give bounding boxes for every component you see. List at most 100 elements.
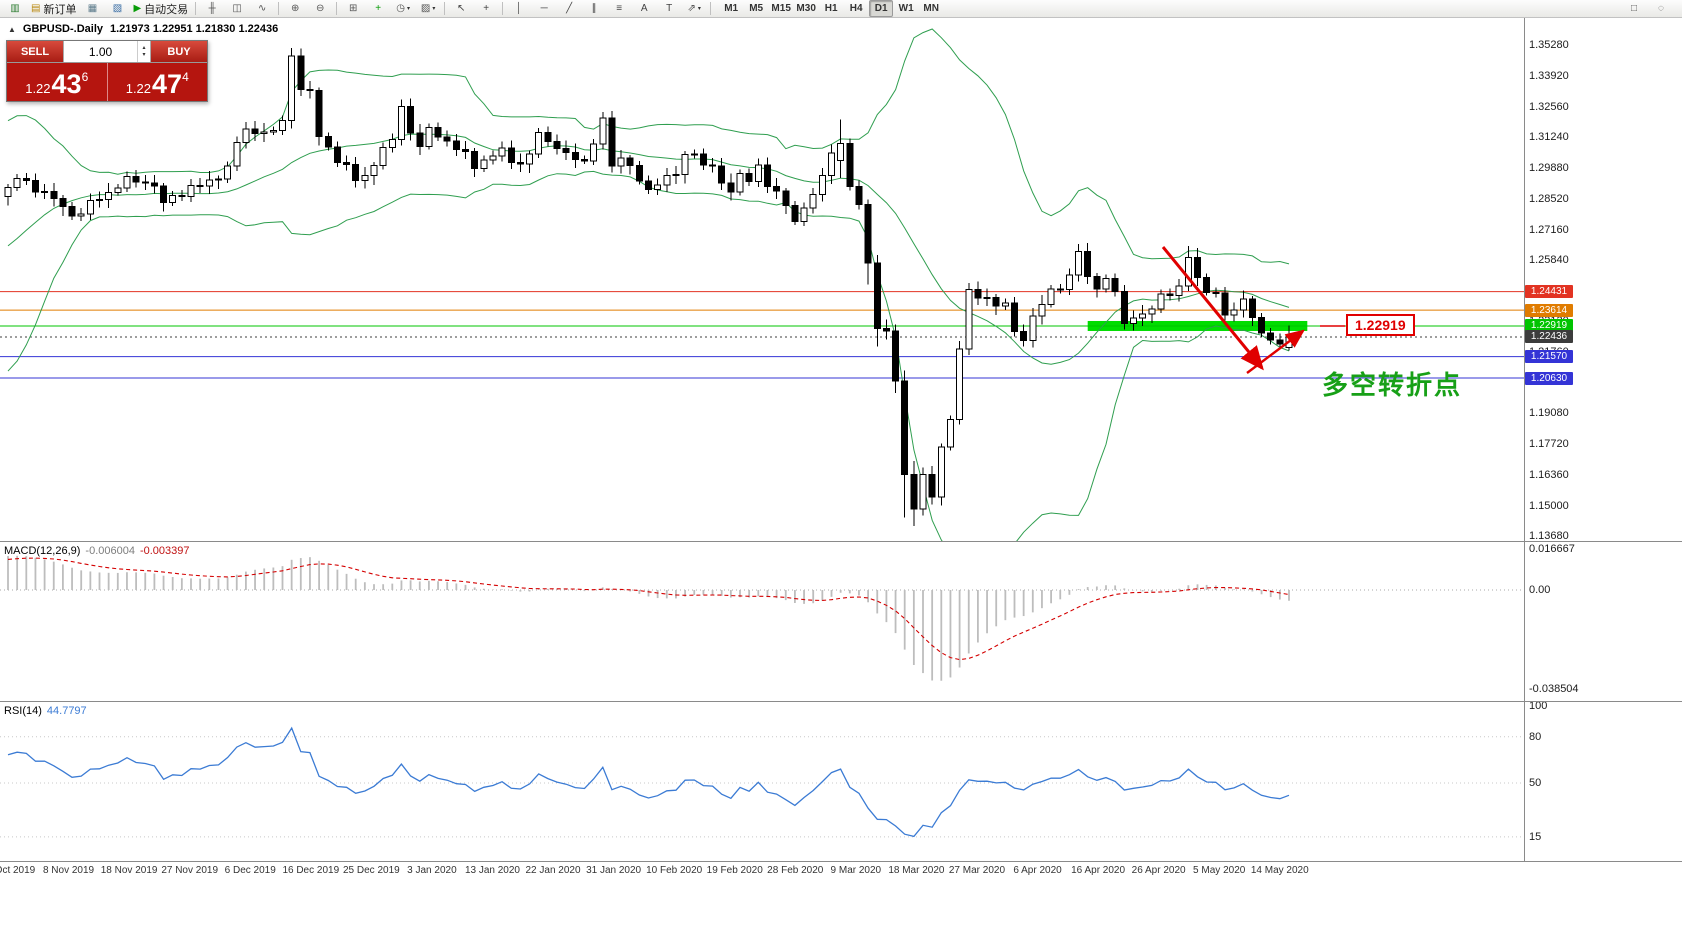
- chart-icon[interactable]: ▥: [3, 0, 27, 18]
- tile-windows-button[interactable]: ⊞: [341, 0, 365, 18]
- macd-axis-label: 0.016667: [1529, 542, 1575, 555]
- new-order-button[interactable]: ▤ 新订单: [28, 0, 79, 18]
- price-gridline-label: 1.28520: [1529, 192, 1569, 205]
- terminal-icon[interactable]: ▧: [105, 0, 129, 18]
- rsi-name: RSI(14): [4, 705, 42, 717]
- zoom-out-button[interactable]: ⊖: [308, 0, 332, 18]
- crosshair-button[interactable]: +: [474, 0, 498, 18]
- search-icon[interactable]: ◌: [1649, 0, 1673, 18]
- trend-arrow[interactable]: [1161, 246, 1264, 371]
- pane-separator[interactable]: [0, 861, 1682, 862]
- fibo-icon: ≡: [616, 2, 623, 14]
- bollinger-middle: [7, 133, 1290, 365]
- label-button[interactable]: T: [657, 0, 681, 18]
- line-chart-type-button[interactable]: ∿: [250, 0, 274, 18]
- volume-value: 1.00: [88, 44, 113, 59]
- zoom-in-button[interactable]: ⊕: [283, 0, 307, 18]
- buy-price[interactable]: 1.22 47 4: [107, 63, 207, 101]
- periods-button[interactable]: ◷ ▾: [391, 0, 415, 18]
- objects-icon: □: [1630, 2, 1638, 14]
- hline-icon: ─: [540, 2, 548, 14]
- rsi-line: [7, 726, 1290, 838]
- chart-symbol-timeframe: GBPUSD-.Daily: [22, 23, 103, 35]
- timeframe-d1[interactable]: D1: [869, 0, 894, 17]
- macd-pane[interactable]: [0, 542, 1524, 701]
- rsi-axis-label: 100: [1529, 700, 1548, 712]
- autotrading-button[interactable]: ▶ 自动交易: [130, 0, 191, 18]
- clock-icon: ◷: [396, 2, 406, 14]
- date-label: 30 Oct 2019: [0, 865, 36, 876]
- template-icon: ▨: [420, 2, 431, 14]
- print-icon[interactable]: ▦: [80, 0, 104, 18]
- timeframe-w1[interactable]: W1: [898, 3, 914, 14]
- sell-price[interactable]: 1.22 43 6: [7, 63, 108, 101]
- date-label: 28 Feb 2020: [767, 865, 824, 876]
- objects-icon[interactable]: □: [1622, 0, 1646, 18]
- turning-point-note[interactable]: 多空转折点: [1322, 371, 1463, 401]
- indicators-button[interactable]: +: [366, 0, 390, 18]
- text-button[interactable]: A: [632, 0, 656, 18]
- price-gridline-label: 1.35280: [1529, 39, 1569, 51]
- sell-button[interactable]: SELL: [7, 41, 63, 62]
- rsi-axis-label: 50: [1529, 777, 1542, 789]
- dropdown-arrow-icon[interactable]: ▾: [407, 6, 411, 12]
- candles-chart-type-button[interactable]: ◫: [225, 0, 249, 18]
- timeframe-mn[interactable]: MN: [923, 3, 939, 14]
- trend-arrow[interactable]: [1246, 329, 1305, 374]
- vertical-line-button[interactable]: │: [507, 0, 531, 18]
- bars-chart-type-button[interactable]: ╫: [200, 0, 224, 18]
- price-gridline-label: 1.31240: [1529, 130, 1569, 143]
- collapse-icon[interactable]: ▲: [8, 24, 16, 34]
- dropdown-arrow-icon[interactable]: ▾: [697, 6, 701, 12]
- price-gridline-label: 1.16360: [1529, 469, 1569, 482]
- templates-button[interactable]: ▨ ▾: [416, 0, 440, 18]
- timeframe-m15[interactable]: M15: [771, 3, 791, 14]
- pane-separator[interactable]: [0, 541, 1682, 542]
- zoomin-icon: ⊕: [290, 2, 300, 14]
- pane-separator[interactable]: [0, 701, 1682, 702]
- date-label: 27 Mar 2020: [948, 865, 1006, 876]
- fibonacci-button[interactable]: ≡: [607, 0, 631, 18]
- spinner-up-icon[interactable]: ▴: [142, 44, 146, 51]
- trendline-button[interactable]: ╱: [557, 0, 581, 18]
- timeframe-h1[interactable]: H1: [824, 3, 838, 14]
- spinner-down-icon[interactable]: ▾: [142, 51, 146, 58]
- timeframe-m30[interactable]: M30: [796, 3, 816, 14]
- timeframe-m1[interactable]: M1: [724, 3, 739, 14]
- macd-main-value: -0.006004: [85, 545, 135, 557]
- price-chart-pane[interactable]: ▲ GBPUSD-.Daily 1.21973 1.22951 1.21830 …: [0, 18, 1524, 541]
- buy-price-pip: 4: [182, 70, 189, 84]
- cursor-button[interactable]: ↖: [449, 0, 473, 18]
- chart-icon: ▥: [10, 2, 20, 14]
- volume-spinner[interactable]: ▴ ▾: [137, 41, 150, 62]
- macd-axis-label: -0.038504: [1529, 682, 1579, 695]
- rsi-pane[interactable]: [0, 702, 1524, 861]
- rsi-axis-label: 80: [1529, 730, 1542, 743]
- sell-price-small: 1.22: [25, 80, 51, 96]
- date-label: 9 Mar 2020: [830, 865, 882, 876]
- timeframe-h4[interactable]: H4: [849, 3, 863, 14]
- sell-price-pip: 6: [81, 70, 89, 84]
- macd-name: MACD(12,26,9): [4, 545, 81, 557]
- timeframe-m5[interactable]: M5: [749, 3, 764, 14]
- price-annotation-flag[interactable]: 1.22919: [1346, 314, 1415, 336]
- timeframe-toolbar: M1 M5 M15 M30 H1 H4 D1 W1 MN: [719, 0, 943, 17]
- arrows-icon: ⇗: [687, 2, 696, 14]
- one-click-trading-panel: SELL 1.00 ▴ ▾ BUY 1.22 43 6 1.22 47 4: [6, 40, 208, 102]
- rsi-label: RSI(14) 44.7797: [4, 705, 87, 717]
- date-label: 31 Jan 2020: [586, 865, 642, 876]
- date-label: 8 Nov 2019: [42, 865, 95, 876]
- channel-button[interactable]: ∥: [582, 0, 606, 18]
- dropdown-arrow-icon[interactable]: ▾: [432, 6, 436, 12]
- price-gridline-label: 1.13680: [1529, 530, 1569, 542]
- volume-input[interactable]: 1.00 ▴ ▾: [63, 41, 151, 62]
- buy-button[interactable]: BUY: [151, 41, 207, 62]
- price-gridline-label: 1.17720: [1529, 438, 1569, 451]
- arrows-button[interactable]: ⇗ ▾: [682, 0, 706, 18]
- bollinger-upper: [7, 28, 1290, 265]
- macd-axis-label: 0.00: [1529, 584, 1551, 596]
- candlestick-chart[interactable]: [0, 18, 1524, 541]
- horizontal-line-button[interactable]: ─: [532, 0, 556, 18]
- date-label: 18 Nov 2019: [100, 865, 158, 876]
